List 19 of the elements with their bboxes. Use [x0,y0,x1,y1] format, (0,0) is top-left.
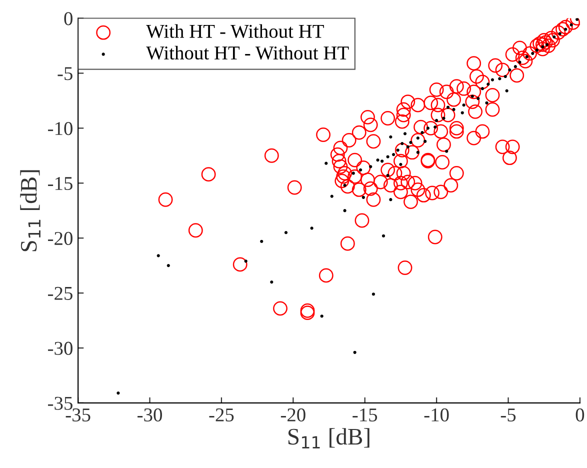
y-tick-label: 0 [64,12,72,26]
x-axis-title: S$_{11}$ [dB] [288,428,370,448]
y-tick-label: -35 [48,396,72,410]
x-tick-label: -30 [138,408,162,422]
x-tick-label: -20 [280,408,306,422]
x-tick-label: -10 [424,408,449,422]
y-tick-label: -10 [48,122,72,136]
y-axis-title: S$_{11}$ [dB] [20,170,40,252]
legend-label: With HT - Without HT [146,24,324,38]
y-tick-label: -25 [48,286,72,300]
y-tick-label: -15 [48,177,72,190]
y-tick-label: -30 [48,342,72,355]
x-tick-label: -5 [500,408,516,422]
y-tick-label: -20 [48,232,72,246]
y-tick-label: -5 [58,67,72,80]
legend-label: Without HT - Without HT [146,46,349,60]
x-tick-label: -15 [352,408,378,422]
x-tick-label: -25 [209,408,234,422]
x-tick-label: 0 [576,408,584,422]
